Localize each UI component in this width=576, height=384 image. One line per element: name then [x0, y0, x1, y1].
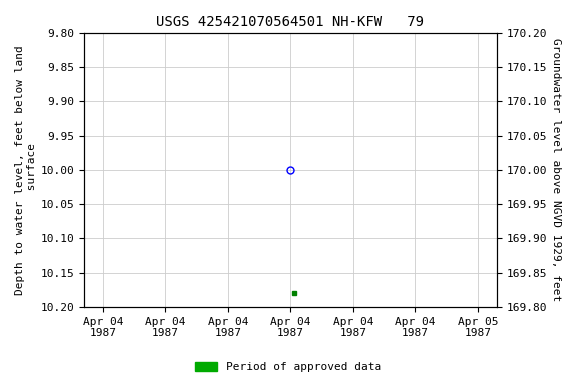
- Y-axis label: Groundwater level above NGVD 1929, feet: Groundwater level above NGVD 1929, feet: [551, 38, 561, 301]
- Title: USGS 425421070564501 NH-KFW   79: USGS 425421070564501 NH-KFW 79: [157, 15, 425, 29]
- Y-axis label: Depth to water level, feet below land
 surface: Depth to water level, feet below land su…: [15, 45, 37, 295]
- Legend: Period of approved data: Period of approved data: [191, 357, 385, 377]
